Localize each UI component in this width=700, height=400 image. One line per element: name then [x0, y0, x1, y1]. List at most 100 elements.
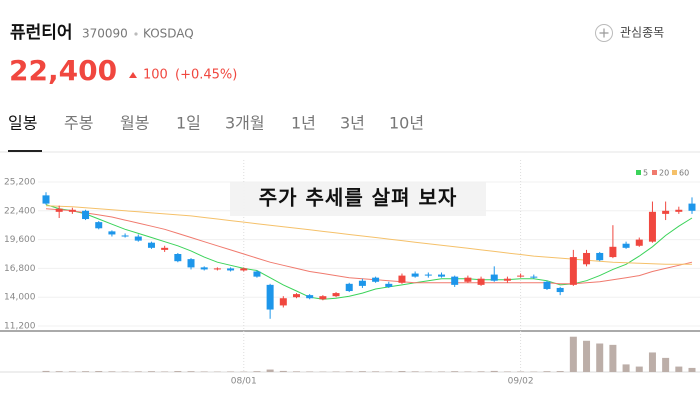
volume-bar: [55, 371, 63, 372]
moving-average-line: [45, 208, 693, 285]
candle-body: [424, 274, 432, 276]
y-tick-label: 16,800: [4, 264, 36, 274]
candle-body: [108, 231, 116, 235]
price-change-pct: (+0.45%): [175, 68, 237, 83]
stock-market: KOSDAQ: [143, 27, 194, 41]
legend-label: 20: [659, 169, 669, 178]
candle-body: [227, 268, 235, 271]
volume-bar: [174, 371, 182, 372]
candle-body: [147, 242, 155, 248]
candle-body: [675, 209, 683, 212]
candle-body: [266, 284, 274, 310]
candle-body: [42, 195, 50, 204]
x-tick-label: 09/02: [508, 377, 534, 387]
candle-body: [464, 277, 472, 282]
volume-bar: [662, 357, 670, 372]
volume-bar: [438, 371, 446, 372]
tab[interactable]: 1년: [291, 114, 316, 133]
volume-bar: [358, 371, 366, 372]
watch-plus: [599, 28, 609, 38]
tab[interactable]: 3년: [340, 114, 365, 133]
candle-body: [279, 298, 287, 306]
volume-bar: [372, 371, 380, 372]
watch-button[interactable]: 관심종목: [595, 24, 665, 42]
volume-bar: [227, 371, 235, 372]
candle-body: [622, 243, 630, 248]
volume-bar: [332, 371, 340, 372]
volume-bar: [121, 371, 129, 372]
candle-body: [358, 280, 366, 286]
tab[interactable]: 주봉: [64, 114, 93, 133]
candle-body: [688, 203, 696, 211]
volume-bar: [424, 371, 432, 372]
candle-body: [569, 257, 577, 285]
tab-bar: 일봉 주봉 월봉 1일 3개월 1년 3년 10년: [8, 114, 424, 133]
volume-bar: [82, 371, 90, 372]
volume-bar: [688, 367, 696, 372]
candle-body: [319, 296, 327, 300]
candle-body: [648, 211, 656, 242]
volume-bar: [583, 340, 591, 372]
volume-bar: [556, 371, 564, 372]
tab[interactable]: 3개월: [225, 114, 265, 133]
legend-label: 60: [679, 169, 689, 178]
moving-average-line: [45, 204, 693, 300]
candle-body: [345, 283, 353, 292]
volume-bar: [108, 371, 116, 372]
volume-bar: [253, 371, 261, 372]
volume-bar: [134, 371, 142, 372]
legend-swatch: [652, 170, 657, 175]
tab[interactable]: 1일: [176, 114, 201, 133]
candle-body: [609, 246, 617, 258]
candle-body: [477, 278, 485, 285]
volume-bar: [635, 366, 643, 372]
volume-bar: [490, 370, 498, 372]
watch-icon: [595, 24, 613, 42]
candle-body: [68, 209, 76, 212]
volume-bar: [648, 352, 656, 372]
y-tick-label: 25,200: [4, 178, 36, 188]
volume-bar: [622, 364, 630, 372]
candle-body: [411, 273, 419, 277]
candle-body: [517, 275, 525, 277]
tab[interactable]: 10년: [389, 114, 424, 133]
volume-bar: [477, 371, 485, 372]
candle-body: [635, 239, 643, 246]
candle-body: [583, 252, 591, 265]
volume-bar: [503, 371, 511, 372]
candle-body: [82, 210, 90, 220]
candle-body: [530, 276, 538, 278]
price: 22,400: [9, 54, 117, 87]
volume-bar: [609, 344, 617, 372]
chart: 25,200 22,400 19,600 16,800 14,000 11,200 08/0…: [0, 160, 700, 387]
y-tick-label: 19,600: [4, 235, 36, 245]
volume-bar: [517, 371, 525, 372]
watch-label[interactable]: 관심종목: [620, 26, 664, 40]
x-tick-label: 08/01: [231, 377, 257, 387]
volume-bar: [464, 371, 472, 372]
y-tick-label: 14,000: [4, 293, 36, 303]
candle-body: [292, 294, 300, 298]
volume-bar: [147, 371, 155, 372]
volume-bar: [398, 371, 406, 372]
tab[interactable]: 일봉: [8, 114, 37, 133]
candle-body: [95, 222, 103, 229]
tab[interactable]: 월봉: [120, 114, 149, 133]
volume-bar: [306, 371, 314, 372]
candle-body: [253, 271, 261, 277]
volume-bar: [187, 371, 195, 372]
volume-bar: [385, 371, 393, 372]
volume-bar: [675, 366, 683, 372]
candle-body: [121, 235, 129, 237]
candle-body: [213, 268, 221, 270]
candle-body: [596, 252, 604, 261]
volume-bar: [596, 343, 604, 372]
y-tick-label: 11,200: [4, 322, 36, 332]
stock-name: 퓨런티어: [10, 23, 73, 43]
candle-body: [662, 210, 670, 214]
volume-bar: [68, 371, 76, 372]
volume-bar: [543, 371, 551, 372]
candle-body: [556, 287, 564, 293]
title-box: [230, 182, 486, 216]
